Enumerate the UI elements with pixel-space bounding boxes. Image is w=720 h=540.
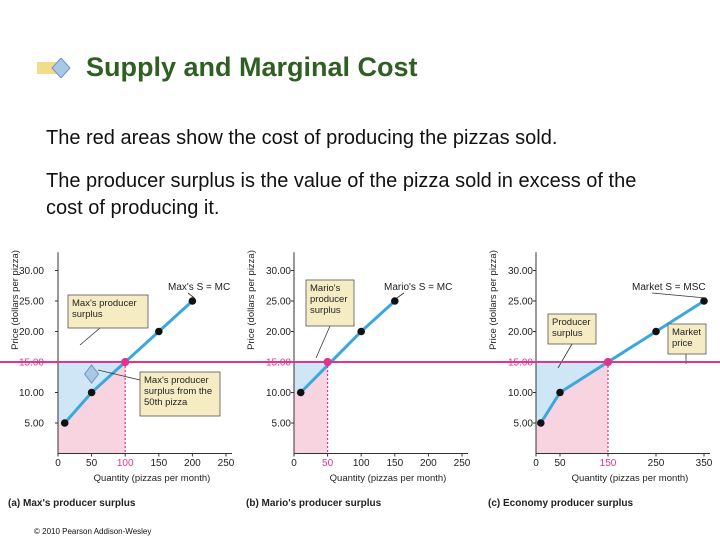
panel-2-callout-box <box>305 279 355 327</box>
panel-2-supply-point <box>391 297 399 305</box>
fiftieth-pizza-marker <box>83 364 100 384</box>
copyright-notice: © 2010 Pearson Addison-Wesley <box>34 527 152 536</box>
panel-3-series-label: Market S = MSC <box>632 282 706 293</box>
panel-3-cost-area <box>536 362 608 454</box>
panel-3-callout-leader <box>557 343 573 369</box>
panel-1-x-tick-label: 200 <box>184 458 201 469</box>
panel-2-y-tick-label: 5.00 <box>272 419 292 430</box>
panel-2-x-tick-label: 150 <box>386 458 403 469</box>
panel-2-y-tick-label: 30.00 <box>266 266 291 277</box>
panel-2-caption: (b) Mario's producer surplus <box>246 498 382 509</box>
panel-3-x-tick-label: 150 <box>600 458 617 469</box>
panel-3-supply-point <box>556 388 564 397</box>
panel-1-supply-point <box>155 327 163 336</box>
panel-2-surplus-area <box>294 362 328 393</box>
panel-1-supply-point <box>87 388 96 397</box>
panel-3-surplus-area <box>536 362 608 423</box>
panel-3-supply-point <box>537 419 545 427</box>
paragraph-surplus: The producer surplus is the value of the… <box>46 170 637 219</box>
panel-1-series-leader <box>187 292 195 299</box>
panel-2-series-leader <box>396 292 405 299</box>
panel-1-callout-box <box>67 294 149 329</box>
diamond-bullet-icon <box>37 58 71 78</box>
panel-1-callout-text: 50th pizza <box>144 397 188 408</box>
panel-3-supply-point <box>700 297 708 305</box>
panel-1-cost-area <box>58 362 126 454</box>
panel-2-callout-text: Mario's <box>310 283 341 294</box>
panel-1-callout-box <box>139 371 221 417</box>
panel-2-callout-text: surplus <box>310 305 341 316</box>
panel-2-callout-text: producer <box>310 294 348 305</box>
panel-2-x-tick-label: 250 <box>454 458 471 469</box>
panel-3-y-tick-label: 30.00 <box>508 266 533 277</box>
panel-1-x-tick-label: 0 <box>55 458 61 469</box>
panel-2-x-tick-label: 200 <box>420 458 437 469</box>
panel-1-callout-text: Max's producer <box>144 375 209 386</box>
panel-1-callout-leader <box>79 327 101 346</box>
panel-3-x-tick-label: 250 <box>648 458 665 469</box>
panel-3-callout-text: Market <box>672 327 701 338</box>
panel-1-callout-text: surplus from the <box>144 386 212 397</box>
panel-3-callout-text: surplus <box>552 328 583 339</box>
panel-2-x-tick-label: 100 <box>353 458 370 469</box>
panel-3-supply-point <box>652 327 660 336</box>
panel-1-caption: (a) Max's producer surplus <box>8 498 136 509</box>
panel-1-callout-text: Max's producer <box>72 298 137 309</box>
panel-3-y-tick-label: 25.00 <box>508 297 533 308</box>
panel-2-callout-leader <box>315 325 331 359</box>
panel-1-x-axis-title: Quantity (pizzas per month) <box>94 473 211 484</box>
panel-2-x-tick-label: 0 <box>291 458 297 469</box>
panel-3-caption: (c) Economy producer surplus <box>488 498 633 509</box>
panel-3-series-leader <box>651 292 707 299</box>
panel-3-y-tick-label: 5.00 <box>514 419 534 430</box>
panel-1-x-tick-label: 150 <box>150 458 167 469</box>
panel-3-callout-text: Producer <box>552 317 591 328</box>
panel-2-supply-point <box>296 388 305 397</box>
panel-3-x-axis-title: Quantity (pizzas per month) <box>572 473 689 484</box>
panel-1-supply-point <box>188 297 197 305</box>
panel-3-y-axis-title: Price (dollars per pizza) <box>488 250 499 350</box>
panel-1-y-tick-label: 30.00 <box>19 266 44 277</box>
panel-2-series-label: Mario's S = MC <box>384 282 452 293</box>
panel-2-y-tick-label: 25.00 <box>266 297 291 308</box>
panel-1-supply-point <box>60 419 69 427</box>
panel-3-y-tick-label: 10.00 <box>508 388 533 399</box>
panel-3-x-tick-label: 0 <box>533 458 539 469</box>
panel-3-x-tick-label: 50 <box>554 458 566 469</box>
panel-2-x-tick-label: 50 <box>322 458 334 469</box>
panel-1-y-tick-label: 5.00 <box>25 419 45 430</box>
panel-3-callout-text: price <box>672 338 693 349</box>
panel-2-supply-point <box>357 327 366 336</box>
panel-2-cost-area <box>294 365 328 454</box>
panel-1-callout-leader <box>97 369 141 381</box>
paragraph-cost: The red areas show the cost of producing… <box>46 127 558 149</box>
panel-3-x-tick-label: 350 <box>696 458 713 469</box>
panel-2-y-tick-label: 20.00 <box>266 327 291 338</box>
panel-2-y-axis-title: Price (dollars per pizza) <box>246 250 257 350</box>
panel-2-equilibrium-marker <box>323 358 332 366</box>
panel-1-y-axis-title: Price (dollars per pizza) <box>10 250 21 350</box>
panel-1-equilibrium-marker <box>121 358 130 366</box>
panel-3-callout-box <box>547 313 597 345</box>
panel-1-x-tick-label: 250 <box>218 458 235 469</box>
slide-title: Supply and Marginal Cost <box>86 52 418 82</box>
panel-1-x-tick-label: 50 <box>86 458 98 469</box>
panel-1-y-tick-label: 25.00 <box>19 297 44 308</box>
panel-2-y-tick-label: 10.00 <box>266 388 291 399</box>
panel-3-callout-box <box>667 323 707 355</box>
panel-2-x-axis-title: Quantity (pizzas per month) <box>330 473 447 484</box>
panel-1-series-label: Max's S = MC <box>168 282 230 293</box>
panel-3-y-tick-label: 20.00 <box>508 327 533 338</box>
panel-1-callout-text: surplus <box>72 309 103 320</box>
panel-3-equilibrium-marker <box>604 358 612 366</box>
panel-1-x-tick-label: 100 <box>117 458 134 469</box>
panel-1-y-tick-label: 10.00 <box>19 388 44 399</box>
panel-1-y-tick-label: 20.00 <box>19 327 44 338</box>
